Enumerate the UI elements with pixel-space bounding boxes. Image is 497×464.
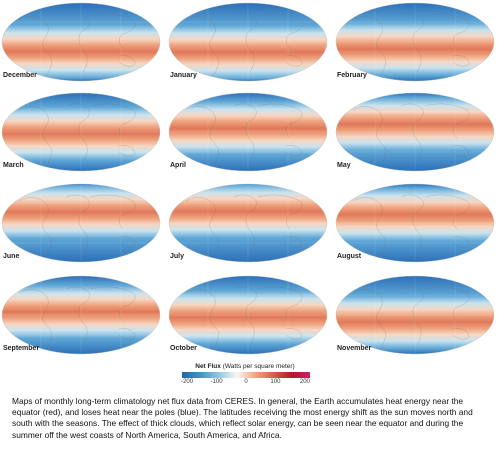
colorbar (182, 372, 310, 378)
net-flux-map (1, 183, 161, 263)
net-flux-map (168, 92, 328, 172)
net-flux-map (335, 92, 495, 172)
net-flux-map (1, 2, 161, 82)
legend-title-bold: Net Flux (195, 363, 221, 370)
month-label: December (3, 72, 37, 79)
net-flux-map (1, 275, 161, 355)
month-label: March (3, 162, 24, 169)
month-map-july: July (168, 183, 328, 273)
month-label: July (170, 253, 185, 260)
net-flux-map (168, 2, 328, 82)
month-map-december: December (1, 2, 161, 92)
net-flux-map (1, 92, 161, 172)
net-flux-map (335, 275, 495, 355)
month-map-august: August (335, 183, 495, 273)
net-flux-map (335, 2, 495, 82)
month-map-april: April (168, 92, 328, 182)
tick-label: 200 (299, 379, 310, 385)
month-label: January (170, 72, 197, 79)
month-label: August (337, 253, 362, 260)
legend-title-unit: (Watts per square meter) (222, 363, 295, 370)
month-map-november: November (335, 275, 495, 365)
colorbar-legend: Net Flux (Watts per square meter) -200 -… (170, 363, 320, 393)
month-map-september: September (1, 275, 161, 365)
net-flux-map (168, 183, 328, 263)
month-map-june: June (1, 183, 161, 273)
month-map-march: March (1, 92, 161, 182)
monthly-maps-grid: December January (1, 2, 495, 365)
figure-caption: Maps of monthly long-term climatology ne… (12, 396, 473, 440)
net-flux-map (168, 275, 328, 355)
month-label: April (170, 162, 186, 169)
tick-label: -100 (210, 379, 223, 385)
legend-title: Net Flux (Watts per square meter) (170, 363, 320, 370)
month-map-may: May (335, 92, 495, 182)
month-label: June (3, 253, 20, 260)
tick-label: 100 (270, 379, 281, 385)
net-flux-map (335, 183, 495, 263)
colorbar-ticks: -200 -100 0 100 200 (181, 379, 310, 387)
month-label: November (337, 345, 372, 352)
month-label: May (337, 162, 351, 169)
month-label: February (337, 72, 367, 79)
tick-label: 0 (244, 379, 248, 385)
month-label: September (3, 345, 40, 352)
month-map-october: October (168, 275, 328, 365)
month-map-february: February (335, 2, 495, 92)
month-map-january: January (168, 2, 328, 92)
month-label: October (170, 345, 197, 352)
tick-label: -200 (181, 379, 194, 385)
